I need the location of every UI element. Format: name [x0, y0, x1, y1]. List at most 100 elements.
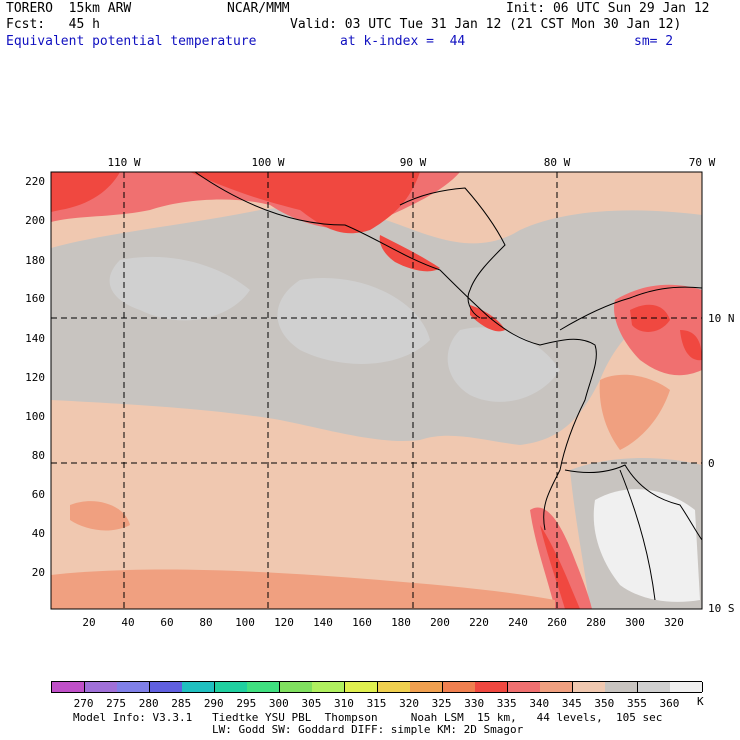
x-tick-label: 40 — [121, 616, 134, 629]
coastline-mexico-central-america — [194, 172, 597, 531]
lon-label-110w: 110 W — [107, 156, 140, 169]
colorbar-label: 335 — [496, 697, 517, 710]
colorbar-label: 340 — [529, 697, 550, 710]
colorbar-swatch — [442, 682, 476, 692]
colorbar-label: 270 — [73, 697, 94, 710]
border-andes — [619, 469, 656, 601]
colorbar-swatch — [117, 682, 151, 692]
colorbar-label: 355 — [626, 697, 647, 710]
field-region-335-340-pacific — [51, 569, 555, 609]
colorbar-label: 315 — [366, 697, 387, 710]
lon-label-70w: 70 W — [689, 156, 716, 169]
y-tick-label: 120 — [25, 371, 45, 384]
colorbar-swatch — [410, 682, 444, 692]
colorbar-swatch — [344, 682, 378, 692]
x-tick-label: 20 — [82, 616, 95, 629]
field-region-335-340-andes — [599, 374, 670, 450]
colorbar-swatch — [475, 682, 509, 692]
colorbar-label: 300 — [268, 697, 289, 710]
y-tick-label: 220 — [25, 175, 45, 188]
colorbar-label: 325 — [431, 697, 452, 710]
colorbar-swatch — [540, 682, 574, 692]
field-region-335-plus-venezuela — [630, 304, 670, 332]
y-tick-label: 40 — [32, 527, 45, 540]
lat-label-10n: 10 N — [708, 312, 735, 325]
lon-label-100w: 100 W — [251, 156, 284, 169]
y-tick-label: 20 — [32, 566, 45, 579]
lat-label-10s: 10 S — [708, 602, 735, 615]
colorbar-label: 275 — [106, 697, 127, 710]
y-tick-label: 100 — [25, 410, 45, 423]
field-region-335-plus-mexico — [190, 172, 420, 234]
colorbar-swatch — [214, 682, 248, 692]
colorbar-swatch — [84, 682, 118, 692]
colorbar-swatch — [52, 682, 85, 692]
field-region-335-plus-central-america — [379, 235, 440, 272]
forecast-hour: Fcst: 45 h — [6, 17, 100, 32]
coastline-yucatan-caribbean — [399, 187, 506, 319]
colorbar-swatch — [637, 682, 671, 692]
x-tick-label: 280 — [586, 616, 606, 629]
physics-info: LW: Godd SW: Goddard DIFF: simple KM: 2D… — [212, 723, 524, 736]
y-tick-label: 160 — [25, 292, 45, 305]
colorbar-swatch — [572, 682, 606, 692]
y-tick-label: 60 — [32, 488, 45, 501]
equivalent-potential-temperature-map: 110 W 100 W 90 W 80 W 70 W 10 N 0 10 S 2… — [25, 156, 735, 629]
x-tick-label: 320 — [664, 616, 684, 629]
field-region-335-plus-costa-rica — [470, 305, 505, 332]
y-tick-label: 180 — [25, 254, 45, 267]
x-tick-label: 120 — [274, 616, 294, 629]
field-region-350-355 — [447, 327, 560, 402]
lat-label-equator: 0 — [708, 457, 715, 470]
field-name: Equivalent potential temperature — [6, 34, 257, 49]
colorbar-label: 320 — [399, 697, 419, 710]
map-frame — [50, 171, 703, 610]
x-tick-label: 200 — [430, 616, 450, 629]
field-region-335-plus-venezuela — [680, 330, 702, 361]
x-tick-label: 260 — [547, 616, 567, 629]
colorbar-label: 310 — [334, 697, 354, 710]
x-tick-label: 140 — [313, 616, 333, 629]
colorbar-label: 360 — [659, 697, 680, 710]
x-tick-label: 60 — [160, 616, 173, 629]
field-region-350-355 — [109, 256, 250, 321]
colorbar-swatch — [182, 682, 216, 692]
model-info: Model Info: V3.3.1 Tiedtke YSU PBL Thomp… — [73, 711, 663, 724]
colorbar-label: 330 — [464, 697, 485, 710]
y-tick-label: 80 — [32, 449, 45, 462]
colorbar-swatch — [377, 682, 411, 692]
valid-time: Valid: 03 UTC Tue 31 Jan 12 (21 CST Mon … — [290, 17, 682, 32]
colorbar-swatch — [312, 682, 346, 692]
y-tick-label: 200 — [25, 214, 45, 227]
lon-label-90w: 90 W — [400, 156, 427, 169]
field-region-350-355 — [277, 278, 430, 364]
level-index: at k-index = 44 — [340, 34, 466, 49]
colorbar-label: 290 — [203, 697, 224, 710]
colorbar-swatch — [670, 682, 704, 692]
field-region-335-plus-north — [51, 172, 120, 212]
smoothing: sm= 2 — [634, 34, 674, 49]
x-tick-label: 220 — [469, 616, 489, 629]
x-tick-label: 240 — [508, 616, 528, 629]
field-region-330-340-peru — [530, 507, 592, 609]
colorbar-label: 305 — [301, 697, 322, 710]
init-time: Init: 06 UTC Sun 29 Jan 12 — [506, 1, 710, 16]
border-south-america-interior — [564, 464, 702, 541]
model-title: TORERO 15km ARW — [6, 1, 132, 16]
colorbar-label: 295 — [236, 697, 257, 710]
colorbar-swatch — [149, 682, 183, 692]
field-region-high-values — [593, 489, 700, 602]
x-tick-label: 80 — [199, 616, 212, 629]
coastline-south-america-north — [559, 286, 702, 331]
field-region-335-340-pacific — [70, 501, 130, 531]
colorbar-label: 345 — [561, 697, 582, 710]
y-tick-label: 140 — [25, 332, 45, 345]
lon-label-80w: 80 W — [544, 156, 571, 169]
colorbar-unit: K — [697, 695, 704, 708]
x-tick-label: 160 — [352, 616, 372, 629]
x-tick-label: 100 — [235, 616, 255, 629]
field-region-335-plus-peru — [540, 525, 580, 609]
colorbar-swatch — [605, 682, 639, 692]
colorbar-label: 280 — [138, 697, 159, 710]
x-tick-label: 180 — [391, 616, 411, 629]
